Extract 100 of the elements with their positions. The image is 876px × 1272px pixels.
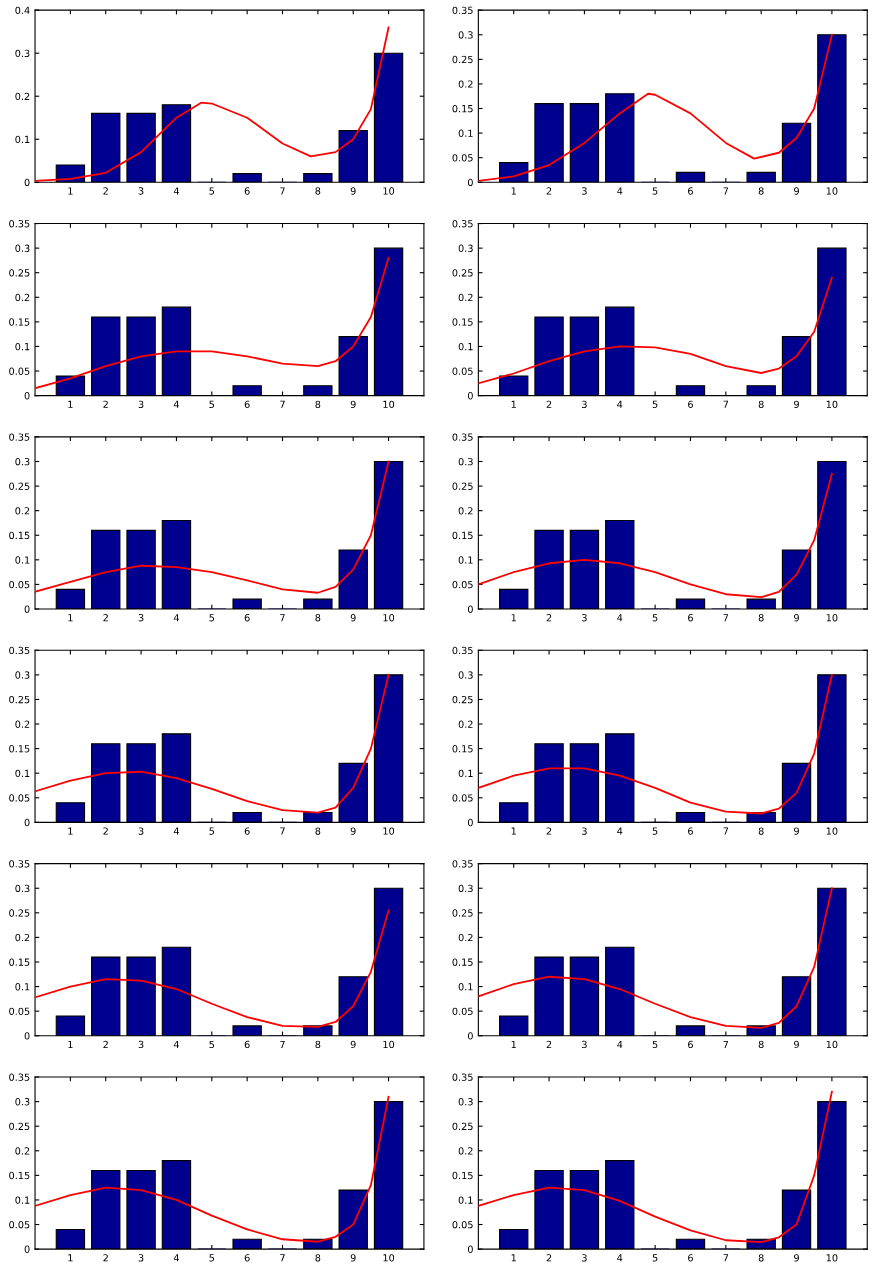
y-tick-label: 0.3: [15, 457, 30, 466]
y-tick-label: 0.25: [452, 695, 473, 704]
x-tick-label: 10: [826, 1040, 838, 1049]
x-tick-label: 7: [723, 614, 729, 622]
y-tick-label: 0.1: [458, 342, 473, 351]
y-tick-label: 0.1: [15, 769, 30, 778]
y-tick-label: 0.35: [9, 860, 30, 868]
x-tick-label: 6: [688, 1254, 693, 1262]
y-tick-label: 0.25: [452, 269, 473, 277]
x-tick-label: 4: [617, 400, 623, 408]
x-tick-label: 9: [350, 1040, 356, 1049]
y-tick-label: 0.25: [452, 482, 473, 490]
y-tick-label: 0.15: [452, 318, 473, 326]
x-tick-label: 9: [794, 614, 799, 622]
y-tick-label: 0.05: [452, 154, 473, 162]
y-tick-label: 0.15: [9, 318, 30, 326]
x-tick-label: 3: [582, 187, 587, 195]
x-tick-label: 7: [280, 1254, 285, 1262]
y-tick-label: 0.2: [458, 507, 473, 515]
x-tick-label: 6: [244, 1254, 250, 1262]
y-tick-label: 0.1: [15, 1196, 30, 1204]
x-tick-label: 6: [244, 1040, 250, 1049]
y-tick-label: 0.1: [458, 983, 473, 991]
y-tick-label: 0.05: [9, 580, 30, 589]
x-tick-label: 8: [758, 1254, 764, 1262]
x-tick-label: 8: [315, 1040, 321, 1049]
x-tick-label: 3: [138, 400, 144, 409]
y-tick-label: 0.3: [15, 671, 30, 679]
x-tick-label: 7: [280, 400, 285, 408]
x-tick-label: 1: [68, 614, 73, 622]
y-tick-label: 0.2: [15, 293, 30, 302]
y-tick-label: 0.3: [458, 244, 473, 252]
x-tick-label: 5: [209, 400, 215, 409]
x-tick-label: 5: [652, 1040, 658, 1049]
y-tick-label: 0.3: [458, 457, 473, 466]
y-tick-label: 0.25: [9, 1122, 30, 1131]
x-tick-label: 4: [617, 187, 623, 195]
x-tick-label: 6: [688, 614, 693, 622]
y-tick-label: 0.2: [15, 92, 30, 101]
x-tick-label: 5: [209, 614, 215, 622]
x-tick-label: 8: [315, 187, 321, 195]
x-tick-label: 6: [688, 187, 693, 195]
x-tick-label: 3: [582, 827, 587, 835]
x-tick-label: 5: [652, 187, 658, 195]
x-tick-label: 2: [546, 400, 552, 408]
x-tick-label: 5: [652, 1254, 658, 1262]
x-tick-label: 9: [794, 400, 799, 409]
y-tick-label: 0.25: [9, 269, 30, 277]
x-tick-label: 9: [350, 614, 356, 622]
y-tick-label: 0.05: [452, 580, 473, 589]
x-tick-label: 6: [244, 827, 250, 835]
y-tick-label: 0.25: [452, 909, 473, 917]
y-tick-label: 0.35: [9, 1073, 30, 1081]
x-tick-label: 7: [723, 1254, 729, 1262]
x-tick-label: 8: [758, 400, 764, 409]
x-tick-label: 5: [652, 827, 658, 835]
y-tick-label: 0.35: [9, 646, 30, 655]
y-tick-label: 0.35: [452, 6, 473, 15]
x-tick-label: 6: [688, 1040, 693, 1049]
x-tick-label: 1: [68, 827, 73, 835]
y-tick-label: 0: [467, 392, 473, 400]
x-tick-label: 8: [758, 187, 764, 195]
x-tick-label: 3: [138, 827, 144, 835]
y-tick-label: 0.1: [458, 1196, 473, 1204]
y-tick-label: 0.25: [452, 55, 473, 64]
y-tick-label: 0.3: [458, 31, 473, 39]
y-tick-label: 0.25: [9, 909, 30, 917]
x-tick-label: 7: [723, 400, 729, 408]
y-tick-label: 0.3: [15, 884, 30, 893]
x-tick-label: 4: [617, 827, 623, 835]
y-tick-label: 0.25: [9, 695, 30, 704]
x-tick-label: 3: [582, 1254, 587, 1262]
y-tick-label: 0.2: [458, 80, 473, 88]
y-tick-label: 0.3: [458, 1098, 473, 1106]
y-tick-label: 0: [24, 1032, 30, 1040]
x-tick-label: 8: [758, 614, 764, 622]
x-tick-label: 10: [826, 827, 838, 835]
x-tick-label: 4: [173, 1040, 179, 1048]
y-tick-label: 0.05: [452, 794, 473, 802]
y-tick-label: 0.35: [452, 1073, 473, 1081]
x-tick-label: 3: [582, 614, 587, 622]
x-tick-label: 6: [244, 400, 250, 409]
y-tick-label: 0.3: [15, 1098, 30, 1106]
y-tick-label: 0.2: [15, 933, 30, 942]
y-tick-label: 0.1: [458, 556, 473, 564]
x-tick-label: 7: [280, 187, 285, 195]
x-tick-label: 10: [383, 187, 395, 195]
y-tick-label: 0.15: [9, 531, 30, 540]
y-tick-label: 0: [24, 818, 30, 827]
y-tick-label: 0.2: [458, 1147, 473, 1155]
x-tick-label: 10: [826, 187, 838, 195]
x-tick-label: 5: [209, 1040, 215, 1049]
y-tick-label: 0.05: [9, 1007, 30, 1015]
y-tick-label: 0: [24, 392, 30, 400]
y-tick-label: 0.15: [9, 1171, 30, 1180]
x-tick-label: 2: [546, 614, 552, 622]
x-tick-label: 3: [582, 400, 587, 409]
x-tick-label: 1: [511, 1040, 516, 1048]
x-tick-label: 3: [138, 187, 144, 195]
y-tick-label: 0.1: [15, 556, 30, 564]
